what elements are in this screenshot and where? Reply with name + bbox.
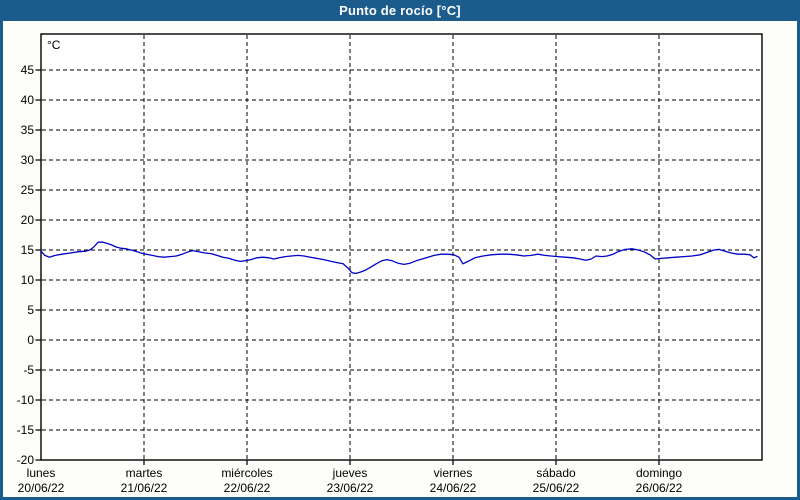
plot-background [41,34,762,460]
y-tick-label: 10 [21,273,35,287]
x-date-label: 20/06/22 [18,481,65,495]
x-day-label: domingo [636,466,682,480]
y-tick-label: 20 [21,213,35,227]
y-tick-label: 0 [27,333,34,347]
y-tick-label: 35 [21,123,35,137]
plot-border [40,33,763,461]
y-tick-label: -20 [17,453,35,467]
x-date-label: 22/06/22 [224,481,271,495]
y-tick-label: -5 [23,363,34,377]
chart-title-bar: Punto de rocío [°C] [0,0,800,21]
y-tick-label: 45 [21,63,35,77]
dewpoint-data-line [40,241,758,275]
x-day-label: miércoles [221,466,272,480]
x-day-label: martes [126,466,163,480]
y-tick-label: -10 [17,393,35,407]
x-date-label: 24/06/22 [430,481,477,495]
y-tick-label: 40 [21,93,35,107]
y-tick-label: 15 [21,243,35,257]
x-date-label: 21/06/22 [121,481,168,495]
x-date-label: 23/06/22 [327,481,374,495]
y-tick-label: 5 [27,303,34,317]
y-tick-label: 30 [21,153,35,167]
x-day-label: viernes [434,466,473,480]
chart-title: Punto de rocío [°C] [339,3,461,18]
x-day-label: sábado [536,466,576,480]
y-tick-label: 25 [21,183,35,197]
x-date-label: 26/06/22 [636,481,683,495]
y-tick-label: -15 [17,423,35,437]
x-date-label: 25/06/22 [533,481,580,495]
x-day-label: lunes [27,466,56,480]
x-day-label: jueves [332,466,368,480]
y-axis-unit-label: °C [47,38,61,52]
